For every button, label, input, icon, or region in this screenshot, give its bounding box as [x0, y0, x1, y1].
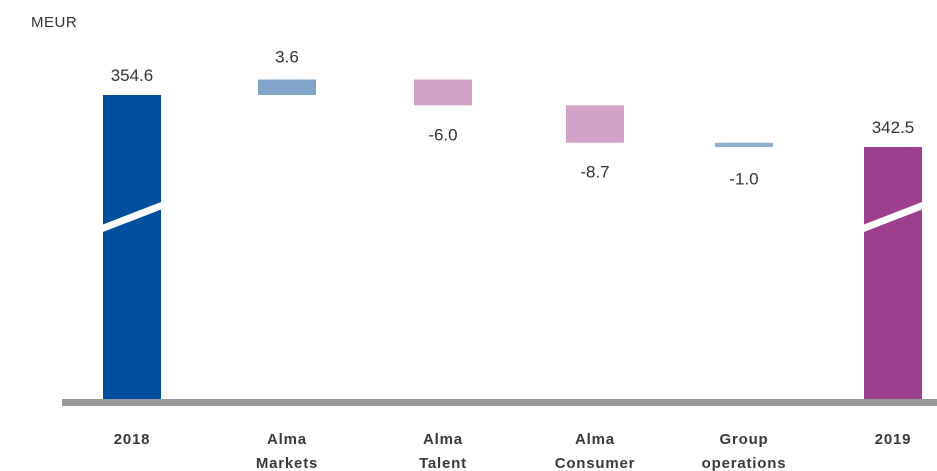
category-label: Talent [419, 455, 467, 471]
category-label: Group [720, 431, 769, 448]
delta-bar-3 [566, 105, 624, 143]
total-bar-0 [103, 95, 161, 399]
value-label: -6.0 [428, 125, 457, 144]
unit-label: MEUR [31, 14, 77, 31]
value-label: 342.5 [872, 118, 915, 137]
value-label: 3.6 [275, 48, 299, 67]
category-label: Alma [423, 431, 463, 448]
delta-bar-1 [258, 79, 316, 95]
category-label: Consumer [555, 455, 636, 471]
category-label: operations [702, 455, 787, 471]
total-bar-5 [864, 147, 922, 399]
category-label: 2019 [875, 431, 912, 448]
category-label: Markets [256, 455, 318, 471]
value-label: 354.6 [111, 66, 154, 85]
category-label: Alma [267, 431, 307, 448]
category-label: 2018 [114, 431, 151, 448]
axis-break-mark [860, 201, 926, 233]
value-label: -1.0 [729, 170, 758, 189]
value-label: -8.7 [580, 163, 609, 182]
delta-bar-4 [715, 142, 773, 148]
baseline-axis [62, 399, 937, 406]
category-label: Alma [575, 431, 615, 448]
axis-break-mark [99, 201, 165, 233]
delta-bar-2 [414, 79, 472, 106]
